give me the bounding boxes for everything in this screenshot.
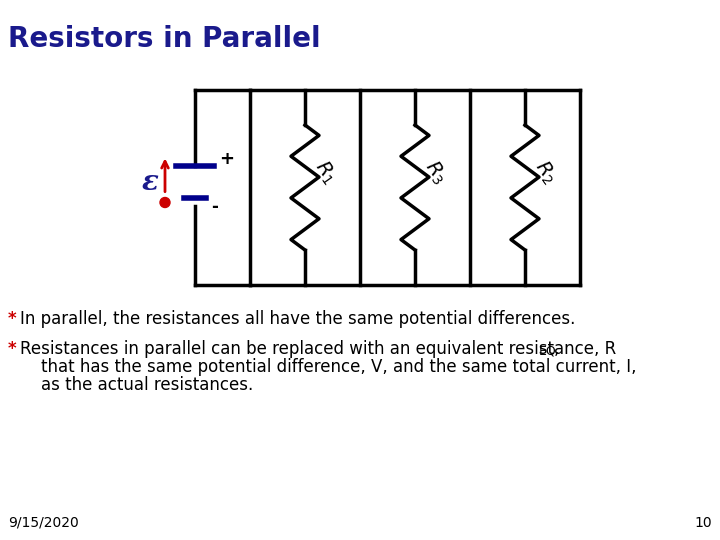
Text: 9/15/2020: 9/15/2020	[8, 516, 78, 530]
Text: that has the same potential difference, V, and the same total current, I,: that has the same potential difference, …	[20, 358, 636, 376]
Text: 10: 10	[694, 516, 712, 530]
Text: +: +	[219, 151, 234, 168]
Text: $R_2$: $R_2$	[530, 157, 560, 188]
Text: Resistances in parallel can be replaced with an equivalent resistance, R: Resistances in parallel can be replaced …	[20, 340, 616, 358]
Text: $R_3$: $R_3$	[420, 157, 450, 188]
Text: -: -	[211, 199, 218, 217]
Text: In parallel, the resistances all have the same potential differences.: In parallel, the resistances all have th…	[20, 310, 575, 328]
Text: as the actual resistances.: as the actual resistances.	[20, 376, 253, 394]
Text: ε: ε	[142, 169, 158, 196]
Circle shape	[160, 198, 170, 207]
Text: *: *	[8, 310, 17, 328]
Text: *: *	[8, 340, 17, 358]
Text: EQ: EQ	[539, 344, 556, 357]
Text: Resistors in Parallel: Resistors in Parallel	[8, 25, 320, 53]
Text: ,: ,	[554, 340, 559, 358]
Text: $R_1$: $R_1$	[310, 157, 341, 188]
